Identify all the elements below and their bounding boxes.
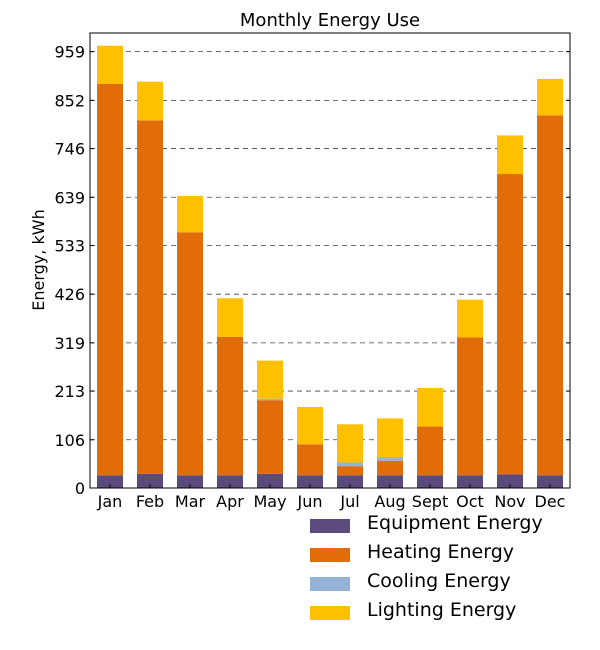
bar-equipment-energy-dec: [537, 475, 563, 488]
bar-lighting-energy-feb: [137, 81, 163, 121]
bar-equipment-energy-aug: [377, 475, 403, 488]
bar-heating-energy-oct: [457, 337, 483, 476]
x-tick-label: Jan: [97, 492, 123, 511]
x-tick-label: Jun: [297, 492, 323, 511]
bar-heating-energy-jun: [297, 444, 323, 476]
bar-lighting-energy-jul: [337, 424, 363, 463]
x-tick-label: Mar: [175, 492, 206, 511]
bar-heating-energy-jul: [337, 466, 363, 476]
bar-heating-energy-jan: [97, 83, 123, 476]
bar-lighting-energy-may: [257, 360, 283, 399]
legend-label: Heating Energy: [367, 541, 515, 563]
x-tick-label: Feb: [136, 492, 164, 511]
bar-equipment-energy-jan: [97, 475, 123, 488]
x-tick-label: Dec: [535, 492, 566, 511]
y-tick-label: 106: [54, 431, 85, 450]
bar-lighting-energy-dec: [537, 78, 563, 116]
bar-equipment-energy-mar: [177, 475, 203, 488]
bar-equipment-energy-may: [257, 473, 283, 488]
bar-lighting-energy-aug: [377, 418, 403, 458]
bar-lighting-energy-apr: [217, 298, 243, 337]
bar-equipment-energy-oct: [457, 475, 483, 488]
bar-heating-energy-nov: [497, 174, 523, 475]
x-tick-label: Aug: [374, 492, 405, 511]
bar-equipment-energy-nov: [497, 474, 523, 488]
bar-equipment-energy-jul: [337, 475, 363, 488]
bar-equipment-energy-jun: [297, 475, 323, 488]
plot-frame: [89, 32, 571, 489]
x-tick-label: Jul: [339, 492, 359, 511]
bar-lighting-energy-oct: [457, 299, 483, 338]
bar-lighting-energy-jun: [297, 407, 323, 445]
legend-swatch: [310, 577, 350, 591]
y-tick-label: 959: [54, 43, 85, 62]
y-axis-label: Energy, kWh: [29, 209, 48, 310]
x-tick-label: Sept: [412, 492, 448, 511]
x-axis-ticks: Jan Feb Mar Apr May Jun Jul Aug Sept Oct Nov Dec: [97, 484, 566, 511]
y-tick-label: 533: [54, 236, 85, 255]
y-axis-ticks: 0 106 213 319 426 533 639 746 852 959: [54, 43, 570, 498]
y-tick-label: 746: [54, 140, 85, 159]
x-tick-label: Oct: [456, 492, 484, 511]
y-tick-label: 319: [54, 334, 85, 353]
legend-swatch: [310, 606, 350, 620]
bar-heating-energy-aug: [377, 460, 403, 476]
bar-heating-energy-feb: [137, 120, 163, 474]
y-tick-label: 852: [54, 91, 85, 110]
chart-title: Monthly Energy Use: [240, 10, 420, 31]
legend-label: Lighting Energy: [367, 599, 517, 621]
bars: [97, 45, 563, 488]
bar-cooling-energy-aug: [377, 457, 403, 461]
legend-swatch: [310, 519, 350, 533]
bar-cooling-energy-jul: [337, 462, 363, 467]
bar-heating-energy-mar: [177, 232, 203, 476]
bar-equipment-energy-sept: [417, 475, 443, 488]
bar-lighting-energy-nov: [497, 135, 523, 175]
x-tick-label: Apr: [216, 492, 244, 511]
bar-lighting-energy-sept: [417, 387, 443, 427]
x-tick-label: Nov: [494, 492, 525, 511]
bar-lighting-energy-mar: [177, 195, 203, 233]
bar-heating-energy-sept: [417, 426, 443, 476]
y-tick-label: 213: [54, 382, 85, 401]
y-tick-label: 639: [54, 188, 85, 207]
y-tick-label: 426: [54, 285, 85, 304]
legend-swatch: [310, 548, 350, 562]
legend-label: Cooling Energy: [367, 570, 511, 592]
y-tick-label: 0: [75, 479, 85, 498]
legend-label: Equipment Energy: [367, 512, 543, 534]
bar-heating-energy-may: [257, 400, 283, 474]
bar-lighting-energy-jan: [97, 45, 123, 84]
bar-heating-energy-apr: [217, 336, 243, 476]
bar-equipment-energy-feb: [137, 473, 163, 488]
bar-heating-energy-dec: [537, 115, 563, 476]
bar-equipment-energy-apr: [217, 475, 243, 488]
x-tick-label: May: [253, 492, 286, 511]
bar-cooling-energy-may: [257, 398, 283, 401]
gridlines: [90, 51, 570, 441]
